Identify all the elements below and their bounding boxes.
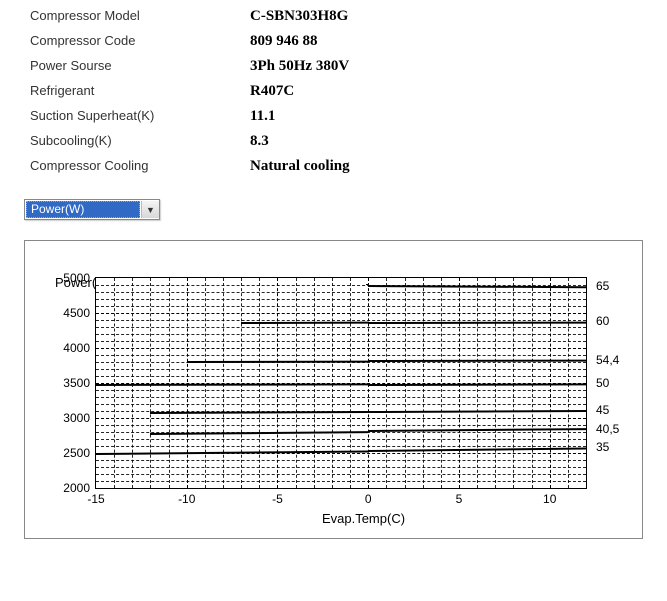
series-line xyxy=(150,411,368,414)
info-value: Natural cooling xyxy=(250,158,350,175)
info-row: Compressor ModelC-SBN303H8G xyxy=(30,8,637,25)
info-label: Subcooling(K) xyxy=(30,133,250,148)
info-value: R407C xyxy=(250,83,294,100)
chart-plot-area: 2000250030003500400045005000-15-10-50510… xyxy=(95,277,587,489)
dropdown-selected-value: Power(W) xyxy=(26,201,140,218)
series-line xyxy=(368,383,586,386)
x-tick-label: 5 xyxy=(456,492,463,506)
dropdown-container: Power(W) ▼ xyxy=(0,195,667,232)
x-tick-label: -5 xyxy=(272,492,283,506)
series-line xyxy=(96,384,368,387)
series-end-label: 60 xyxy=(596,314,609,328)
chevron-down-icon: ▼ xyxy=(141,201,159,218)
y-tick-label: 5000 xyxy=(63,271,90,285)
series-end-label: 65 xyxy=(596,279,609,293)
info-value: 11.1 xyxy=(250,108,275,125)
x-tick-label: -10 xyxy=(178,492,195,506)
grid-minor-v xyxy=(586,278,587,488)
chart-box: Power(W) 2000250030003500400045005000-15… xyxy=(55,277,632,526)
chart-panel: Power(W) 2000250030003500400045005000-15… xyxy=(24,240,643,539)
x-tick-label: -15 xyxy=(87,492,104,506)
series-end-label: 50 xyxy=(596,376,609,390)
info-label: Suction Superheat(K) xyxy=(30,108,250,123)
info-label: Compressor Code xyxy=(30,33,250,48)
info-section: Compressor ModelC-SBN303H8GCompressor Co… xyxy=(0,0,667,195)
series-line xyxy=(368,410,586,413)
series-end-label: 54,4 xyxy=(596,353,619,367)
chart-type-dropdown[interactable]: Power(W) ▼ xyxy=(24,199,160,220)
info-row: Power Sourse3Ph 50Hz 380V xyxy=(30,58,637,75)
series-line xyxy=(187,360,368,362)
y-tick-label: 4000 xyxy=(63,341,90,355)
info-label: Refrigerant xyxy=(30,83,250,98)
info-label: Power Sourse xyxy=(30,58,250,73)
info-value: 809 946 88 xyxy=(250,33,318,50)
series-end-label: 45 xyxy=(596,403,609,417)
y-tick-label: 3500 xyxy=(63,376,90,390)
info-row: Suction Superheat(K)11.1 xyxy=(30,108,637,125)
chart-x-title: Evap.Temp(C) xyxy=(95,511,632,526)
info-value: 3Ph 50Hz 380V xyxy=(250,58,349,75)
x-tick-label: 10 xyxy=(543,492,556,506)
y-tick-label: 3000 xyxy=(63,411,90,425)
info-row: Compressor CoolingNatural cooling xyxy=(30,158,637,175)
info-label: Compressor Model xyxy=(30,8,250,23)
series-line xyxy=(96,450,368,455)
info-value: 8.3 xyxy=(250,133,269,150)
chart-inner: Power(W) 2000250030003500400045005000-15… xyxy=(55,277,632,526)
series-line xyxy=(368,321,586,323)
y-tick-label: 4500 xyxy=(63,306,90,320)
info-row: RefrigerantR407C xyxy=(30,83,637,100)
x-tick-label: 0 xyxy=(365,492,372,506)
info-row: Subcooling(K)8.3 xyxy=(30,133,637,150)
info-row: Compressor Code809 946 88 xyxy=(30,33,637,50)
info-label: Compressor Cooling xyxy=(30,158,250,173)
series-end-label: 35 xyxy=(596,440,609,454)
y-tick-label: 2500 xyxy=(63,446,90,460)
info-value: C-SBN303H8G xyxy=(250,8,348,25)
series-end-label: 40,5 xyxy=(596,422,619,436)
y-tick-label: 2000 xyxy=(63,481,90,495)
